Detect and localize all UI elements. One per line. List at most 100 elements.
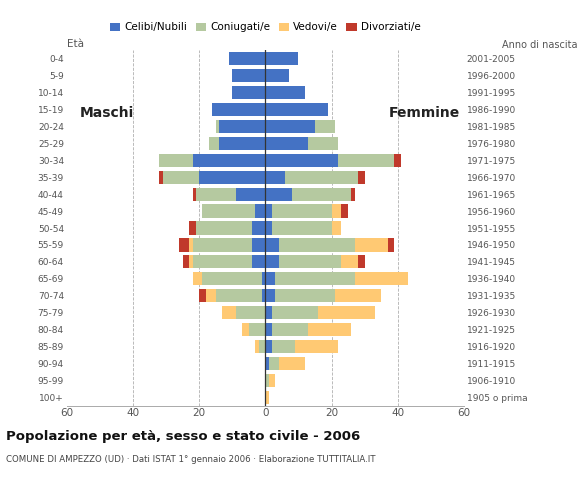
Bar <box>193 255 252 268</box>
Text: Maschi: Maschi <box>79 106 133 120</box>
Bar <box>262 289 266 302</box>
Bar <box>278 238 355 252</box>
Bar <box>235 188 266 201</box>
Bar <box>266 255 278 268</box>
Bar <box>262 272 266 285</box>
Bar <box>219 137 266 150</box>
Bar <box>309 137 338 150</box>
Bar <box>235 306 266 319</box>
Bar <box>219 120 266 133</box>
Bar <box>266 171 285 184</box>
Bar <box>222 306 235 319</box>
Bar <box>189 255 193 268</box>
Bar <box>216 120 219 133</box>
Bar <box>272 323 309 336</box>
Bar <box>183 255 189 268</box>
Bar <box>266 373 269 387</box>
Text: Popolazione per età, sesso e stato civile - 2006: Popolazione per età, sesso e stato civil… <box>6 430 360 443</box>
Bar <box>266 323 272 336</box>
Bar <box>229 52 266 65</box>
Bar <box>266 103 328 116</box>
Bar <box>272 306 318 319</box>
Bar <box>266 340 272 353</box>
Bar <box>196 188 235 201</box>
Bar <box>272 221 332 235</box>
Bar <box>266 204 272 218</box>
Legend: Celibi/Nubili, Coniugati/e, Vedovi/e, Divorziati/e: Celibi/Nubili, Coniugati/e, Vedovi/e, Di… <box>106 18 425 36</box>
Bar <box>202 204 255 218</box>
Bar <box>232 69 266 83</box>
Bar <box>206 289 216 302</box>
Bar <box>189 238 193 252</box>
Bar <box>242 323 249 336</box>
Bar <box>292 188 351 201</box>
Bar <box>315 120 335 133</box>
Bar <box>358 171 365 184</box>
Bar <box>278 357 305 370</box>
Bar <box>199 171 266 184</box>
Text: Età: Età <box>67 39 84 48</box>
Bar <box>394 154 401 167</box>
Bar <box>252 255 266 268</box>
Bar <box>266 306 272 319</box>
Bar <box>160 154 193 167</box>
Bar <box>266 221 272 235</box>
Bar <box>249 323 266 336</box>
Bar <box>278 255 342 268</box>
Bar <box>266 120 315 133</box>
Bar <box>266 154 338 167</box>
Bar <box>266 238 278 252</box>
Bar <box>199 289 206 302</box>
Bar <box>216 289 262 302</box>
Bar <box>351 188 355 201</box>
Bar <box>276 272 355 285</box>
Bar <box>332 221 342 235</box>
Bar <box>193 154 266 167</box>
Bar <box>202 272 262 285</box>
Bar <box>266 52 299 65</box>
Bar <box>252 221 266 235</box>
Bar <box>193 238 252 252</box>
Bar <box>338 154 394 167</box>
Bar <box>209 137 219 150</box>
Bar <box>266 86 305 99</box>
Bar <box>252 238 266 252</box>
Bar <box>309 323 351 336</box>
Bar <box>266 188 292 201</box>
Text: Anno di nascita: Anno di nascita <box>502 40 577 50</box>
Text: Femmine: Femmine <box>389 106 460 120</box>
Bar <box>358 255 365 268</box>
Bar <box>318 306 375 319</box>
Bar <box>272 204 332 218</box>
Bar <box>266 357 269 370</box>
Bar <box>179 238 189 252</box>
Bar <box>266 69 288 83</box>
Bar <box>332 204 342 218</box>
Text: COMUNE DI AMPEZZO (UD) · Dati ISTAT 1° gennaio 2006 · Elaborazione TUTTITALIA.IT: COMUNE DI AMPEZZO (UD) · Dati ISTAT 1° g… <box>6 455 375 464</box>
Bar <box>285 171 358 184</box>
Bar <box>160 171 163 184</box>
Bar <box>259 340 266 353</box>
Bar <box>335 289 381 302</box>
Bar <box>355 272 408 285</box>
Bar <box>272 340 295 353</box>
Bar <box>189 221 196 235</box>
Bar <box>193 272 202 285</box>
Bar <box>269 357 278 370</box>
Bar <box>342 255 358 268</box>
Bar <box>255 204 266 218</box>
Bar <box>163 171 199 184</box>
Bar <box>266 137 309 150</box>
Bar <box>295 340 338 353</box>
Bar <box>266 289 275 302</box>
Bar <box>269 373 276 387</box>
Bar <box>355 238 388 252</box>
Bar <box>276 289 335 302</box>
Bar <box>266 391 269 404</box>
Bar <box>266 272 275 285</box>
Bar <box>388 238 394 252</box>
Bar <box>342 204 348 218</box>
Bar <box>196 221 252 235</box>
Bar <box>232 86 266 99</box>
Bar <box>212 103 266 116</box>
